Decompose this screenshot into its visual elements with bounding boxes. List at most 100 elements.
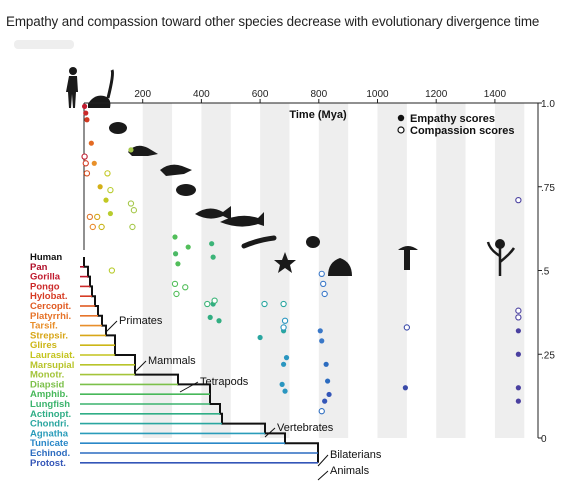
species-label: Actinopt.	[30, 409, 71, 420]
empathy-point	[172, 234, 178, 240]
empathy-point	[283, 355, 290, 361]
compassion-point	[107, 186, 114, 194]
compassion-point	[82, 160, 89, 167]
plant-icon	[486, 241, 516, 276]
empathy-point	[216, 318, 222, 324]
x-tick-label: 400	[193, 89, 210, 100]
empathy-point	[326, 391, 332, 398]
species-label: Hylobat.	[30, 291, 67, 302]
empathy-point	[323, 361, 329, 367]
x-tick-label: 800	[310, 89, 327, 100]
grid-band	[377, 103, 407, 438]
axes: 200 400 600 800 1000 1200 1400 1.0 .75 .5 .25 0	[83, 89, 555, 445]
empathy-point	[515, 398, 521, 404]
clade-label: Tetrapods	[200, 376, 249, 388]
legend-label-empathy: Empathy scores	[410, 113, 495, 125]
empathy-point	[88, 140, 94, 146]
species-label: Pongo	[30, 281, 60, 292]
empathy-point	[107, 210, 114, 217]
blurred-caption	[14, 40, 74, 49]
tree-backbone	[83, 257, 319, 463]
y-tick-label: 1.0	[541, 99, 555, 110]
y-tick-label: .25	[541, 350, 555, 361]
x-tick-label: 600	[252, 89, 269, 100]
compassion-point	[515, 314, 522, 321]
clade-arrow	[105, 320, 118, 333]
species-label: Tunicate	[30, 438, 68, 449]
species-label: Laurasiat.	[30, 350, 75, 361]
clade-label: Animals	[330, 465, 370, 477]
compassion-point	[182, 284, 189, 291]
human-body-icon	[66, 76, 78, 108]
species-label: Chondri.	[30, 419, 69, 430]
empathy-point	[402, 385, 408, 391]
species-label: Human	[30, 252, 62, 263]
empathy-point	[103, 197, 109, 203]
frog-icon	[176, 184, 196, 196]
compassion-point	[130, 207, 138, 214]
grid-band	[201, 103, 231, 438]
compassion-point	[320, 280, 327, 288]
empathy-point	[207, 314, 213, 320]
compassion-point	[104, 170, 111, 177]
species-label: Diapsid	[30, 379, 65, 390]
y-tick-label: 0	[541, 434, 547, 445]
clade-arrow	[179, 381, 199, 393]
clade-arrow	[264, 427, 276, 438]
species-label: Agnatha	[30, 428, 69, 439]
compassion-point	[98, 223, 105, 231]
empathy-point	[84, 117, 90, 123]
compassion-point	[129, 223, 136, 231]
species-label: Protost.	[30, 458, 66, 469]
empathy-point	[515, 385, 521, 391]
x-tick-label: 1200	[425, 89, 448, 100]
compassion-point	[321, 290, 328, 298]
compassion-point	[171, 280, 179, 288]
compassion-point	[318, 408, 325, 415]
compassion-point	[280, 300, 287, 308]
empathy-point	[128, 147, 134, 153]
species-label: Platyrrhi.	[30, 311, 71, 322]
human-icon	[69, 67, 77, 75]
empathy-point	[515, 351, 521, 357]
species-label: Amphib.	[30, 389, 68, 400]
species-label: Lungfish	[30, 399, 70, 410]
empathy-point	[83, 110, 89, 116]
anemone-icon	[328, 258, 352, 276]
compassion-point	[211, 297, 218, 304]
species-label: Gorilla	[30, 272, 61, 283]
x-tick-label: 1000	[366, 89, 389, 100]
x-tick-label: 200	[134, 89, 151, 100]
compassion-point	[281, 317, 289, 324]
compassion-point	[261, 300, 268, 308]
rodent-icon	[109, 122, 127, 134]
empathy-point	[322, 398, 328, 404]
clade-label: Primates	[119, 315, 163, 327]
x-axis-label: Time (Mya)	[289, 109, 347, 121]
fish-icon	[195, 206, 231, 220]
flower-icon	[495, 239, 505, 249]
empathy-point	[91, 160, 97, 166]
grid-band	[260, 103, 290, 438]
clade-label: Vertebrates	[277, 422, 334, 434]
empathy-point	[97, 184, 103, 190]
species-label: Echinod.	[30, 448, 70, 459]
lamprey-icon	[241, 235, 277, 249]
legend-marker-empathy	[397, 114, 405, 122]
compassion-point	[173, 290, 180, 298]
compassion-point	[86, 213, 94, 221]
compassion-point	[318, 270, 325, 277]
empathy-point	[175, 261, 181, 267]
page-title: Empathy and compassion toward other spec…	[6, 14, 540, 29]
empathy-point	[282, 388, 288, 394]
primate-icon	[88, 95, 111, 108]
empathy-point	[172, 251, 179, 257]
empathy-point	[185, 244, 191, 250]
species-label: Cercopit.	[30, 301, 71, 312]
clade-arrow	[317, 470, 329, 481]
empathy-point	[280, 361, 287, 367]
compassion-point	[127, 200, 135, 207]
empathy-point	[209, 241, 215, 247]
